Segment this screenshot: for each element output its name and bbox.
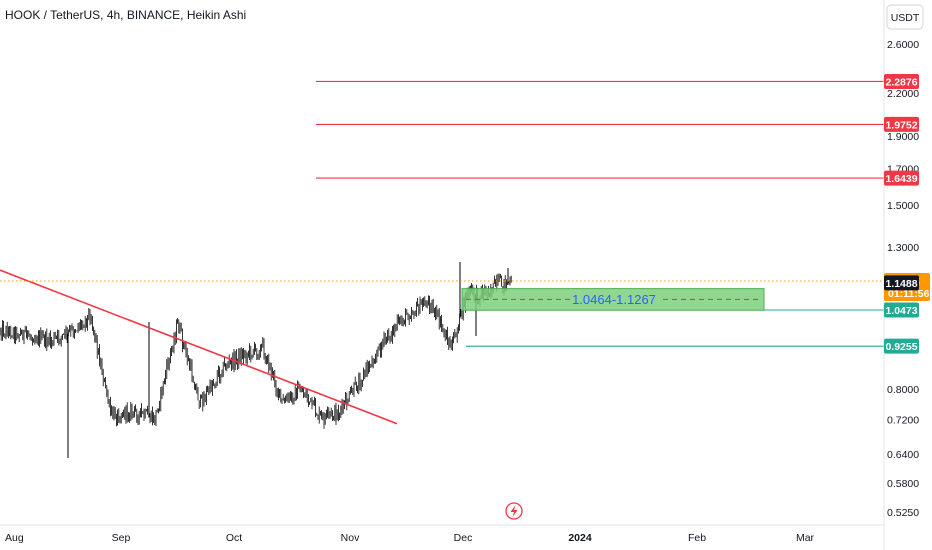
price-tag-label: 1.6439 xyxy=(885,173,917,185)
price-tag: 1.0473 xyxy=(884,302,919,318)
currency-button[interactable]: USDT xyxy=(886,4,924,30)
price-tag-label: 1.0473 xyxy=(885,305,917,317)
x-tick-label: 2024 xyxy=(568,532,592,544)
x-tick-label: Dec xyxy=(454,532,473,544)
trendline[interactable] xyxy=(0,269,398,425)
price-tag-label: 1.9752 xyxy=(885,119,917,131)
price-tag: 1.1488 xyxy=(884,275,919,291)
price-tag-box xyxy=(884,302,919,318)
y-tick-label: 0.6400 xyxy=(887,449,919,461)
x-tick-label: Aug xyxy=(5,532,24,544)
price-tag-label: 2.2876 xyxy=(885,76,917,88)
price-tag: 1.6439 xyxy=(884,170,919,186)
y-tick-label: 1.3000 xyxy=(887,242,919,254)
chart-title: HOOK / TetherUS, 4h, BINANCE, Heikin Ash… xyxy=(5,8,246,22)
price-tag-box xyxy=(884,170,919,186)
y-tick-label: 0.7200 xyxy=(887,415,919,427)
y-tick-label: 0.8000 xyxy=(887,384,919,396)
x-tick-label: Oct xyxy=(226,532,242,544)
x-tick-label: Feb xyxy=(688,532,706,544)
y-tick-label: 0.5800 xyxy=(887,478,919,490)
y-tick-label: 1.5000 xyxy=(887,200,919,212)
price-tag-label: 0.9255 xyxy=(885,341,917,353)
zone-label: 1.0464-1.1267 xyxy=(572,292,656,307)
y-tick-label: 2.2000 xyxy=(887,88,919,100)
price-tag-label: 1.1488 xyxy=(885,278,917,290)
x-tick-label: Sep xyxy=(112,532,131,544)
time-axis[interactable]: Aug Sep Oct Nov Dec 2024 Feb Mar xyxy=(5,532,815,544)
y-tick-label: 1.9000 xyxy=(887,131,919,143)
price-tags: 2.28761.97521.64391.04730.92551.156401:1… xyxy=(884,73,930,354)
currency-button-frame[interactable] xyxy=(886,4,924,30)
zone-rectangle[interactable] xyxy=(461,288,765,311)
x-tick-label: Mar xyxy=(796,532,815,544)
countdown-label: 01:11:56 xyxy=(888,288,930,300)
price-tag-box xyxy=(884,116,919,132)
price-tag: 2.2876 xyxy=(884,73,919,89)
y-tick-label: 2.6000 xyxy=(887,39,919,51)
price-tag-box xyxy=(884,275,919,291)
y-tick-label: 0.5250 xyxy=(887,507,919,519)
price-tag: 1.9752 xyxy=(884,116,919,132)
price-tag-box xyxy=(884,73,919,89)
x-tick-label: Nov xyxy=(341,532,360,544)
currency-button-label[interactable]: USDT xyxy=(891,12,920,24)
lightning-icon[interactable] xyxy=(505,502,523,520)
price-tag-box xyxy=(884,338,919,354)
support-zone[interactable]: 1.0464-1.1267 xyxy=(461,288,765,311)
price-tag: 0.9255 xyxy=(884,338,919,354)
